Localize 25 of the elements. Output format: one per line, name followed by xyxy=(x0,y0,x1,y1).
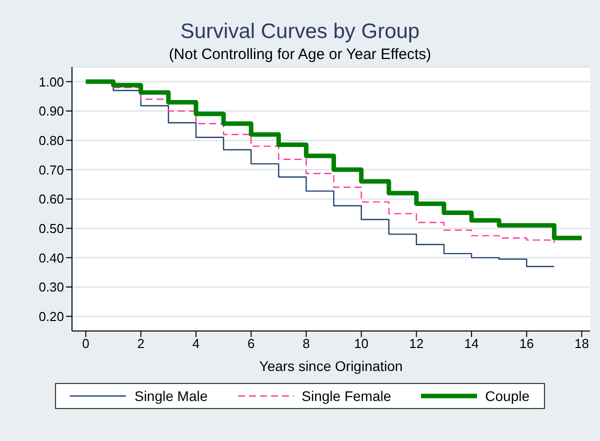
x-tick-label: 8 xyxy=(302,336,310,352)
y-tick-label: 0.90 xyxy=(38,104,64,119)
y-tick-label: 0.50 xyxy=(38,220,64,236)
legend-label: Single Female xyxy=(302,388,392,404)
y-tick-label: 0.80 xyxy=(38,132,64,148)
x-tick-label: 6 xyxy=(247,336,255,352)
x-tick-label: 4 xyxy=(192,336,200,352)
y-tick-label: 0.70 xyxy=(38,162,64,178)
y-tick-label: 0.20 xyxy=(38,308,64,324)
x-tick-label: 16 xyxy=(519,336,534,352)
x-tick-label: 12 xyxy=(409,336,424,352)
x-tick-label: 10 xyxy=(354,336,369,352)
x-axis-title: Years since Origination xyxy=(259,358,403,374)
x-tick-label: 2 xyxy=(137,336,144,352)
x-tick-label: 14 xyxy=(464,336,479,352)
legend-label: Single Male xyxy=(134,388,208,404)
y-tick-label: 0.60 xyxy=(38,192,64,207)
x-tick-label: 0 xyxy=(82,336,90,352)
x-tick-label: 18 xyxy=(574,336,589,352)
y-tick-label: 1.00 xyxy=(38,74,64,90)
chart-title: Survival Curves by Group xyxy=(179,20,421,44)
y-tick-label: 0.40 xyxy=(38,250,64,266)
y-tick-label: 0.30 xyxy=(38,280,64,295)
legend-label: Couple xyxy=(485,388,530,404)
chart-subtitle: (Not Controlling for Age or Year Effects) xyxy=(168,46,432,63)
